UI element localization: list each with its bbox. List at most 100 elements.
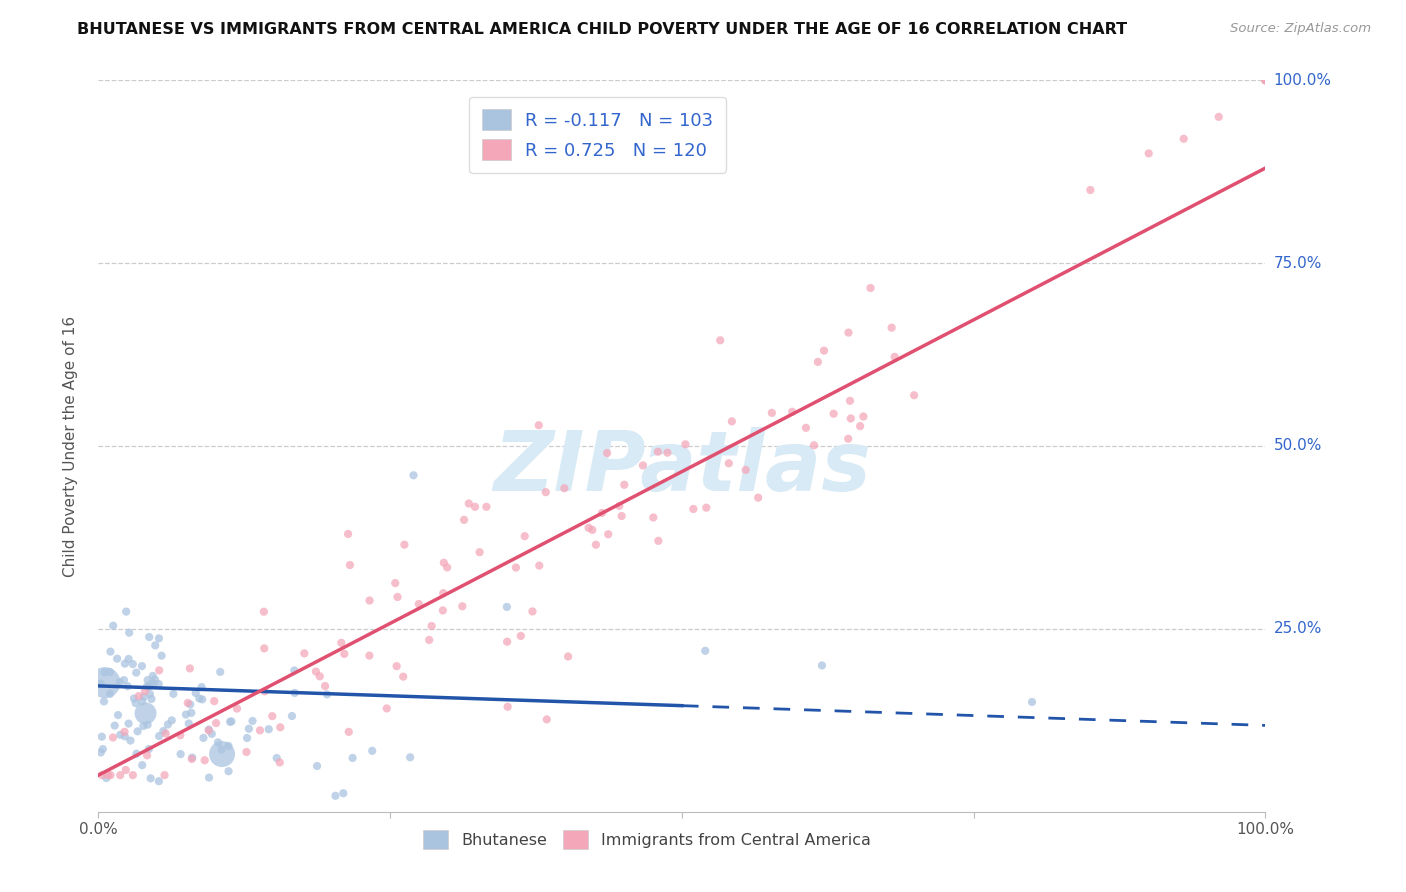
Point <box>142 677 165 691</box>
Point <box>162 687 184 701</box>
Point <box>98 687 121 701</box>
Point <box>198 723 221 738</box>
Point <box>316 687 339 701</box>
Point <box>120 733 142 747</box>
Point <box>93 694 115 708</box>
Point <box>717 456 740 470</box>
Point <box>883 350 905 364</box>
Point <box>124 696 146 710</box>
Point <box>114 724 136 739</box>
Y-axis label: Child Poverty Under the Age of 16: Child Poverty Under the Age of 16 <box>63 316 77 576</box>
Point <box>190 680 212 694</box>
Point <box>1173 132 1195 146</box>
Point <box>148 663 170 677</box>
Point <box>135 706 157 721</box>
Point <box>418 632 440 647</box>
Text: 25.0%: 25.0% <box>1274 622 1322 636</box>
Point <box>392 670 415 684</box>
Point <box>432 586 454 600</box>
Point <box>682 502 704 516</box>
Point <box>193 731 215 745</box>
Point <box>333 647 356 661</box>
Point <box>557 649 579 664</box>
Point <box>496 634 519 648</box>
Point <box>235 745 257 759</box>
Point <box>505 560 527 574</box>
Point <box>132 690 155 704</box>
Text: 75.0%: 75.0% <box>1274 256 1322 270</box>
Point <box>610 509 633 524</box>
Point <box>117 652 139 666</box>
Point <box>359 648 381 663</box>
Point <box>647 533 669 548</box>
Point <box>464 500 486 514</box>
Point <box>211 742 233 756</box>
Point <box>253 684 276 698</box>
Point <box>141 677 163 691</box>
Point <box>121 768 143 782</box>
Point <box>104 718 127 732</box>
Point <box>218 764 240 779</box>
Point <box>207 735 229 749</box>
Point <box>131 694 153 708</box>
Point <box>100 645 122 659</box>
Point <box>191 692 214 706</box>
Text: 100.0%: 100.0% <box>1274 73 1331 87</box>
Point <box>90 676 112 690</box>
Point <box>534 485 557 500</box>
Point <box>337 527 360 541</box>
Point <box>598 527 620 541</box>
Point <box>131 758 153 772</box>
Point <box>205 716 228 731</box>
Point <box>181 750 204 764</box>
Legend: Bhutanese, Immigrants from Central America: Bhutanese, Immigrants from Central Ameri… <box>416 823 877 855</box>
Point <box>93 665 115 680</box>
Point <box>457 496 479 510</box>
Point <box>179 698 201 712</box>
Point <box>695 500 717 515</box>
Point <box>281 709 304 723</box>
Point <box>202 694 225 708</box>
Point <box>1254 73 1277 87</box>
Point <box>114 657 136 671</box>
Point <box>1254 73 1277 87</box>
Point <box>132 719 155 733</box>
Point <box>266 751 288 765</box>
Point <box>188 691 211 706</box>
Point <box>143 638 166 652</box>
Point <box>107 708 129 723</box>
Point <box>180 752 202 766</box>
Point <box>408 597 430 611</box>
Point <box>1254 73 1277 87</box>
Point <box>249 723 271 738</box>
Point <box>325 789 347 803</box>
Point <box>330 636 353 650</box>
Point <box>307 759 329 773</box>
Point <box>141 692 163 706</box>
Text: 50.0%: 50.0% <box>1274 439 1322 453</box>
Point <box>91 742 114 756</box>
Point <box>643 510 665 524</box>
Point <box>339 558 361 572</box>
Point <box>761 406 783 420</box>
Point <box>813 343 835 358</box>
Point <box>607 499 630 513</box>
Point <box>121 657 143 671</box>
Point <box>468 545 491 559</box>
Point <box>475 500 498 514</box>
Point <box>747 491 769 505</box>
Point <box>174 707 197 722</box>
Point <box>375 701 398 715</box>
Point <box>342 751 364 765</box>
Point <box>359 593 381 607</box>
Point <box>394 538 416 552</box>
Point <box>257 723 280 737</box>
Point <box>807 355 830 369</box>
Point <box>136 717 159 731</box>
Point <box>98 665 121 679</box>
Point <box>136 673 159 687</box>
Point <box>138 630 160 644</box>
Point <box>1208 110 1230 124</box>
Point <box>269 756 291 770</box>
Point <box>811 658 834 673</box>
